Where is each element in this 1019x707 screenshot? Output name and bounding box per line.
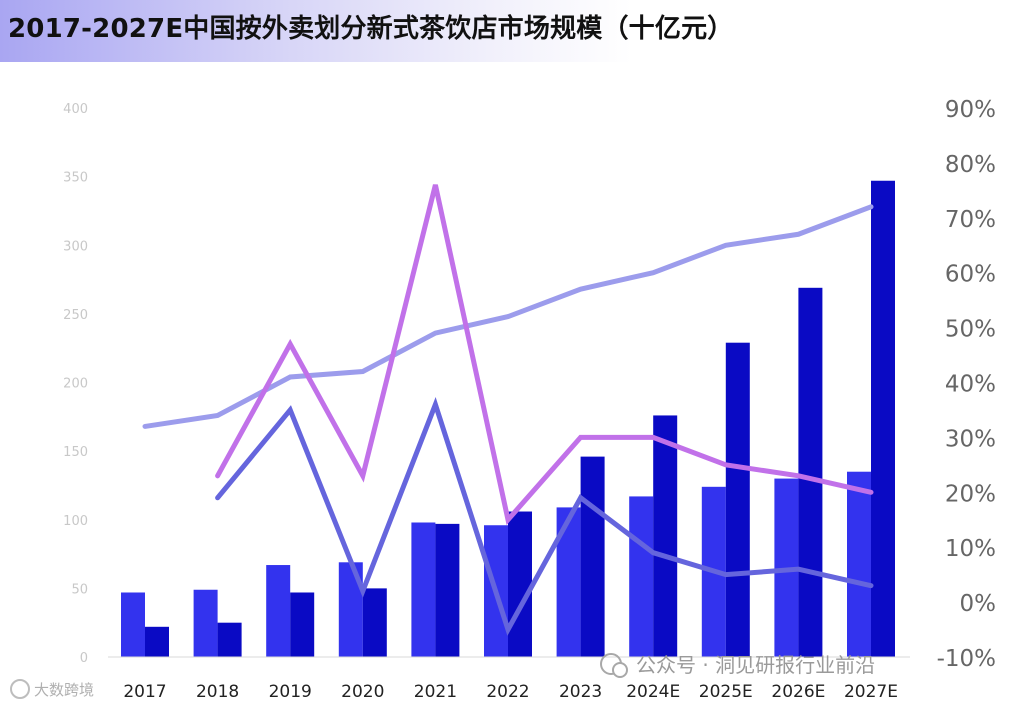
right-tick-label: 90% (945, 97, 996, 123)
bar-series-2 (435, 523, 460, 657)
bar-series-2 (145, 626, 169, 657)
x-tick-label: 2019 (269, 682, 312, 702)
bar-series-1 (193, 589, 218, 657)
bar-series-2 (508, 511, 532, 657)
x-tick-label: 2025E (699, 682, 753, 702)
line-series-2 (215, 184, 874, 526)
right-axis: -10% 0% 10% 20% 30% 40% 50% 60% 70% 80% 90% (937, 97, 996, 672)
x-tick-label: 2022 (486, 682, 529, 702)
bars (121, 180, 895, 657)
bar-series-1 (629, 496, 654, 657)
x-tick-label: 2021 (414, 682, 457, 702)
left-tick-label: 150 (63, 445, 88, 460)
bar-series-2 (290, 592, 315, 657)
bar-series-2 (362, 588, 387, 657)
right-tick-label: 80% (945, 152, 996, 178)
bar-series-2 (217, 622, 242, 657)
x-tick-label: 2018 (196, 682, 239, 702)
right-tick-label: 30% (945, 426, 996, 452)
bar-series-1 (847, 471, 871, 657)
right-tick-label: -10% (937, 646, 996, 672)
x-tick-label: 2017 (123, 682, 166, 702)
right-tick-label: 60% (945, 262, 996, 288)
x-axis: 2017 2018 2019 2020 2021 2022 2023 2024E 2025E 20… (123, 682, 898, 702)
x-tick-label: 2023 (559, 682, 602, 702)
right-tick-label: 70% (945, 207, 996, 233)
right-tick-label: 40% (945, 372, 996, 398)
left-tick-label: 400 (63, 102, 88, 117)
lines (142, 184, 874, 636)
right-tick-label: 20% (945, 481, 996, 507)
watermark-text: 公众号 · 洞见研报行业前沿 (636, 653, 875, 677)
watermark: 公众号 · 洞见研报行业前沿 大数跨境 (10, 653, 875, 699)
bar-series-2 (580, 456, 605, 657)
wechat-icon-small (612, 662, 628, 678)
bar-series-1 (121, 592, 145, 657)
left-tick-label: 200 (63, 377, 88, 392)
chart-title: 2017-2027E中国按外卖划分新式茶饮店市场规模（十亿元） (8, 14, 734, 44)
x-tick-label: 2024E (626, 682, 680, 702)
title-band (0, 0, 1019, 62)
line-series-3 (215, 396, 874, 636)
brand-icon (10, 679, 30, 699)
left-axis: 0 50 100 150 200 250 300 350 400 (63, 102, 88, 666)
line-series-1 (142, 204, 874, 429)
left-tick-label: 250 (63, 308, 88, 323)
right-tick-label: 50% (945, 317, 996, 343)
right-tick-label: 10% (945, 536, 996, 562)
x-tick-label: 2026E (771, 682, 825, 702)
bar-series-2 (871, 180, 895, 657)
left-tick-label: 350 (63, 171, 88, 186)
x-tick-label: 2027E (844, 682, 898, 702)
bar-series-1 (411, 522, 436, 657)
bar-series-2 (725, 342, 750, 657)
left-tick-label: 300 (63, 239, 88, 254)
left-tick-label: 50 (71, 582, 88, 597)
bar-series-1 (266, 565, 291, 657)
left-tick-label: 0 (80, 651, 88, 666)
bar-series-2 (653, 415, 678, 657)
left-tick-label: 100 (63, 514, 88, 529)
right-tick-label: 0% (960, 591, 997, 617)
bar-series-2 (798, 287, 823, 657)
x-tick-label: 2020 (341, 682, 384, 702)
watermark-left-text: 大数跨境 (34, 681, 94, 699)
